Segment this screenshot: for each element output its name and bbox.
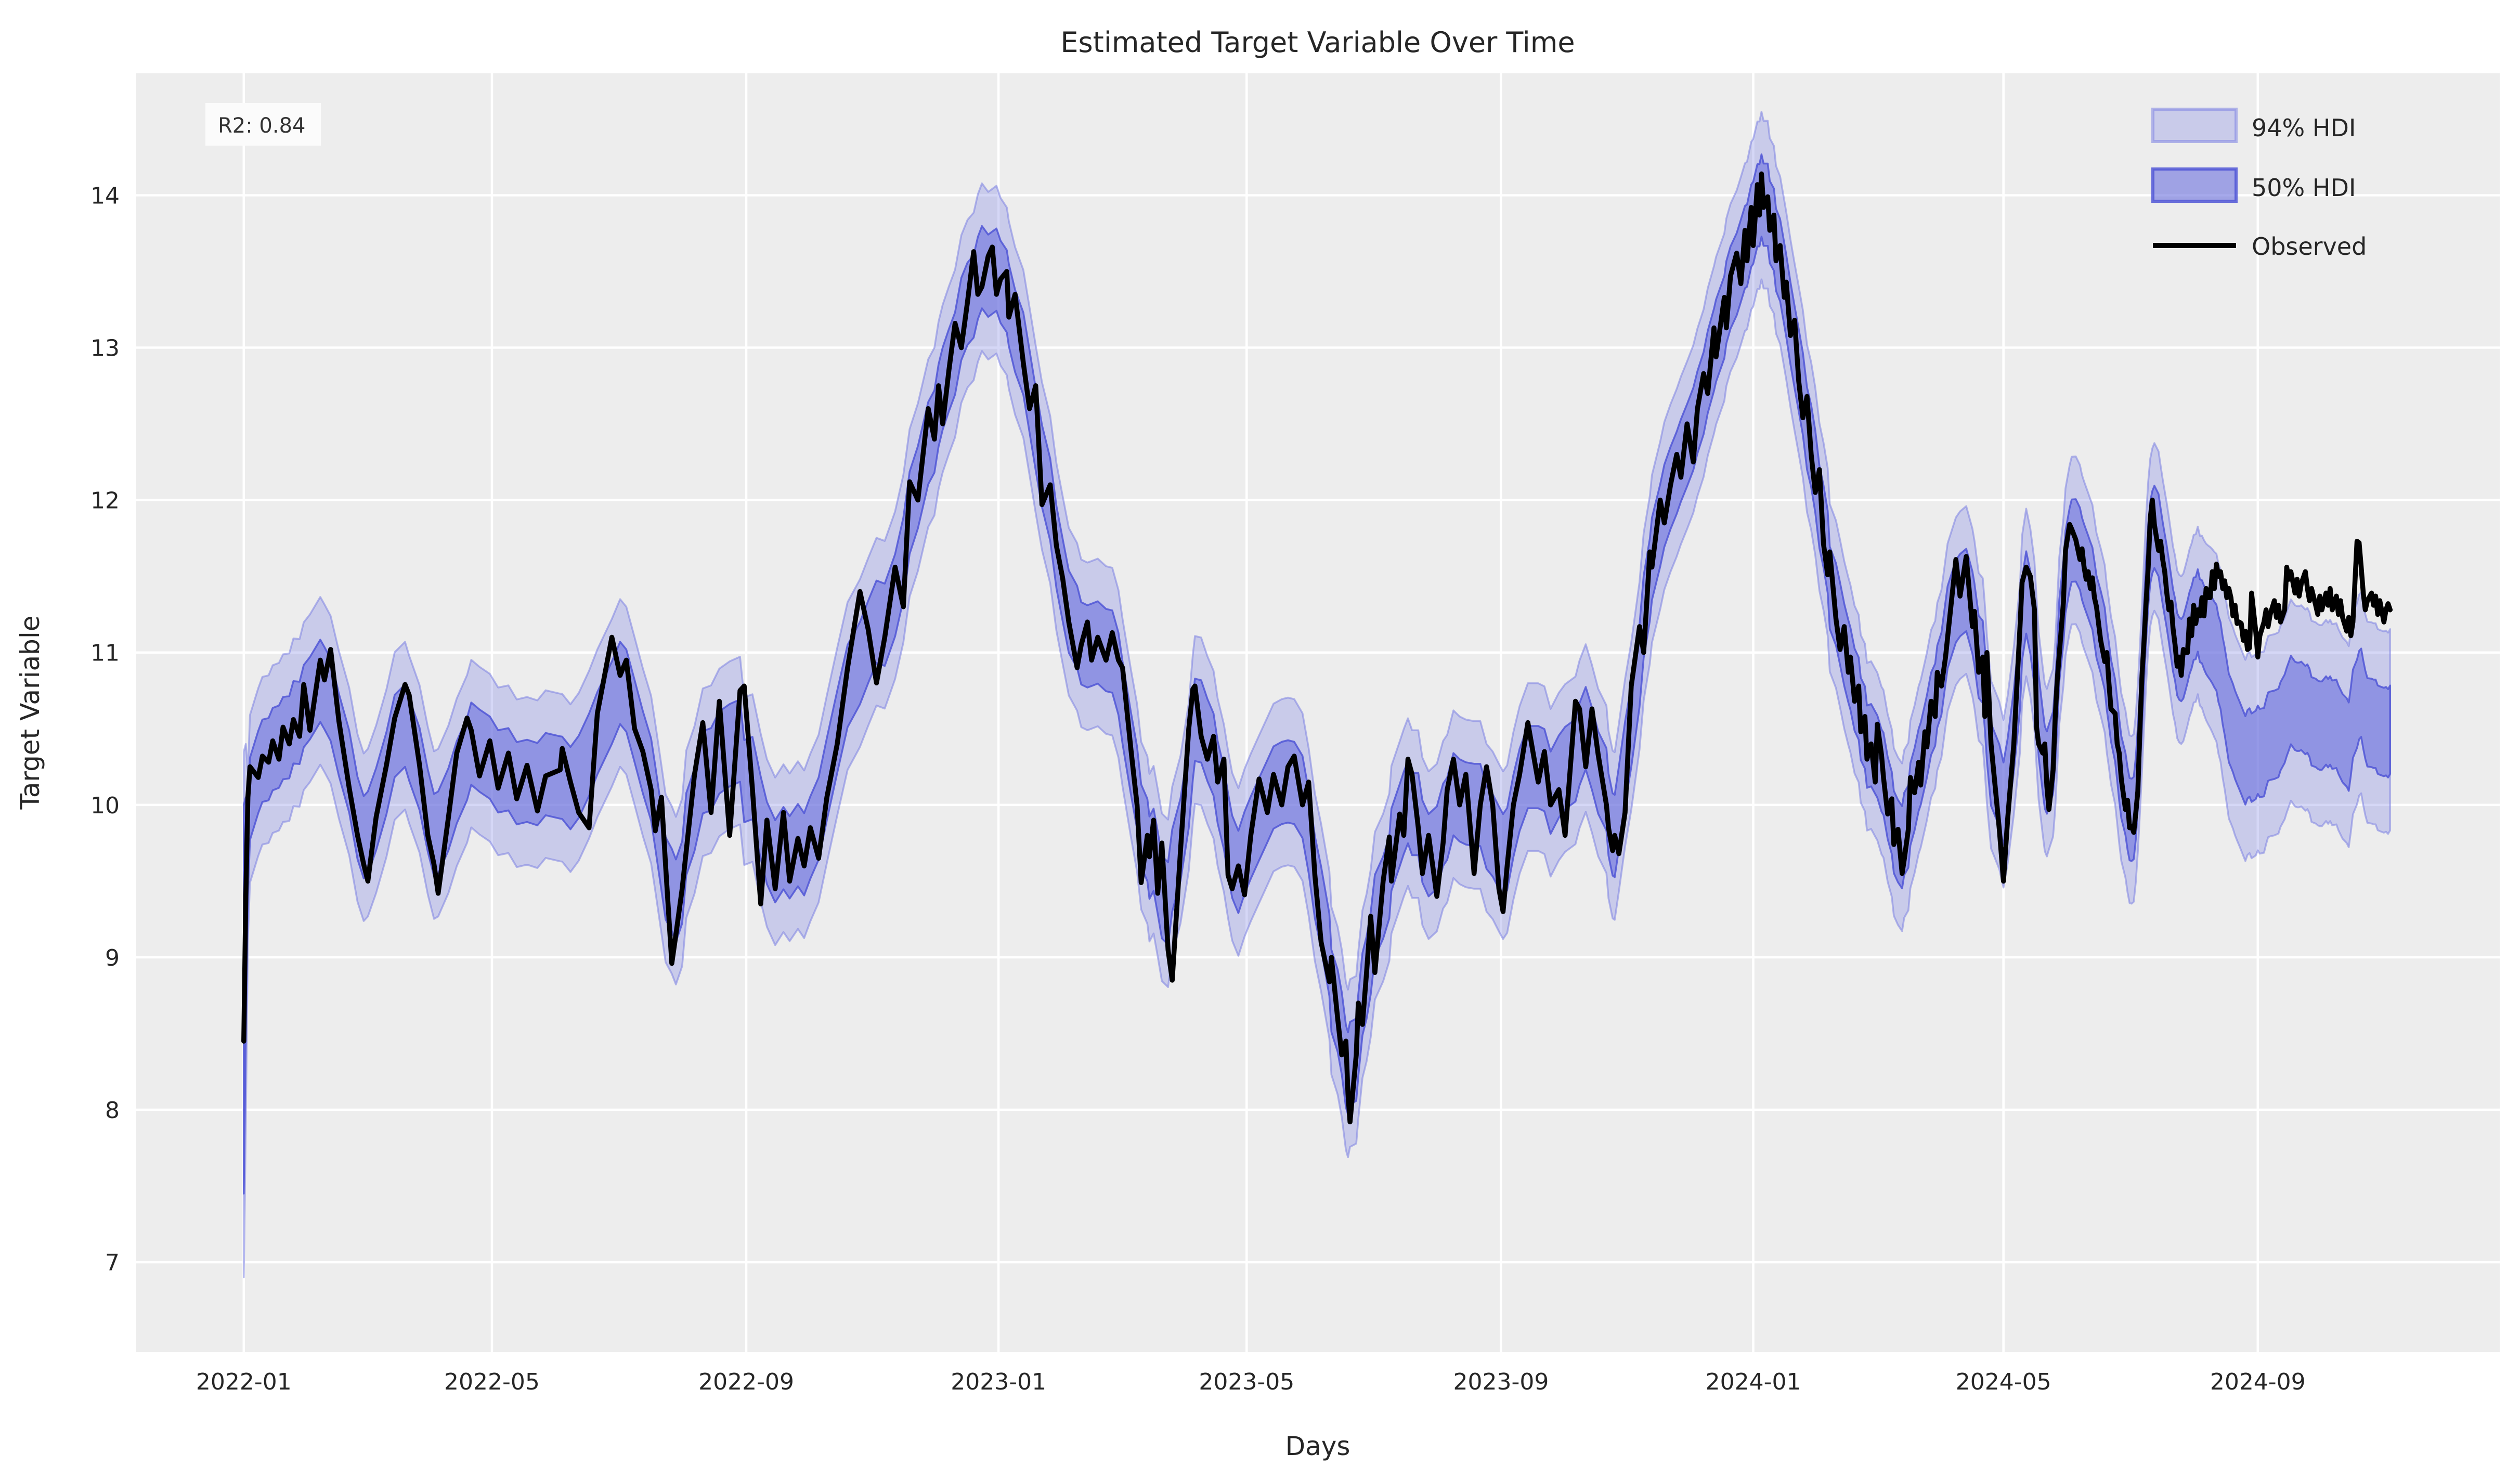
- x-tick-label: 2022-01: [196, 1369, 292, 1395]
- legend-label-94hdi: 94% HDI: [2252, 114, 2356, 142]
- hdi94-band: [243, 111, 2392, 1279]
- x-tick-label: 2024-01: [1706, 1369, 1801, 1395]
- y-tick-label: 8: [105, 1097, 120, 1124]
- y-tick-label: 11: [90, 640, 120, 667]
- r2-annotation-text: R2: 0.84: [218, 114, 306, 138]
- y-axis-label: Target Variable: [15, 615, 45, 810]
- x-tick-label: 2023-01: [951, 1369, 1046, 1395]
- y-tick-label: 13: [90, 335, 120, 362]
- y-tick-label: 12: [90, 488, 120, 514]
- hdi50-band: [243, 153, 2392, 1195]
- series-layer: [241, 111, 2393, 1279]
- x-axis-label: Days: [1285, 1431, 1350, 1461]
- x-tick-label: 2024-05: [1956, 1369, 2051, 1395]
- x-tick-label: 2023-09: [1453, 1369, 1549, 1395]
- y-tick-label: 10: [90, 793, 120, 819]
- r2-annotation: R2: 0.84: [205, 103, 321, 146]
- legend-label-50hdi: 50% HDI: [2252, 174, 2356, 202]
- observed-line: [241, 171, 2393, 1125]
- legend-swatch-50hdi: [2151, 167, 2238, 203]
- chart-title: Estimated Target Variable Over Time: [1060, 26, 1575, 59]
- plot-area: [136, 73, 2500, 1352]
- tick-labels: 7 8 9 10 11 12 13 14 2022-01 2022-05 2022-09 2023-0…: [90, 183, 2306, 1395]
- x-tick-label: 2022-05: [444, 1369, 540, 1395]
- r2-annotation-box: [205, 103, 321, 146]
- legend: 94% HDI 50% HDI Observed: [2151, 108, 2367, 261]
- y-tick-label: 9: [105, 945, 120, 971]
- x-tick-label: 2022-09: [698, 1369, 794, 1395]
- y-tick-label: 7: [105, 1250, 120, 1276]
- y-tick-label: 14: [90, 183, 120, 209]
- legend-label-observed: Observed: [2252, 232, 2367, 261]
- legend-swatch-94hdi: [2151, 108, 2238, 143]
- x-tick-label: 2023-05: [1199, 1369, 1294, 1395]
- x-tick-label: 2024-09: [2210, 1369, 2306, 1395]
